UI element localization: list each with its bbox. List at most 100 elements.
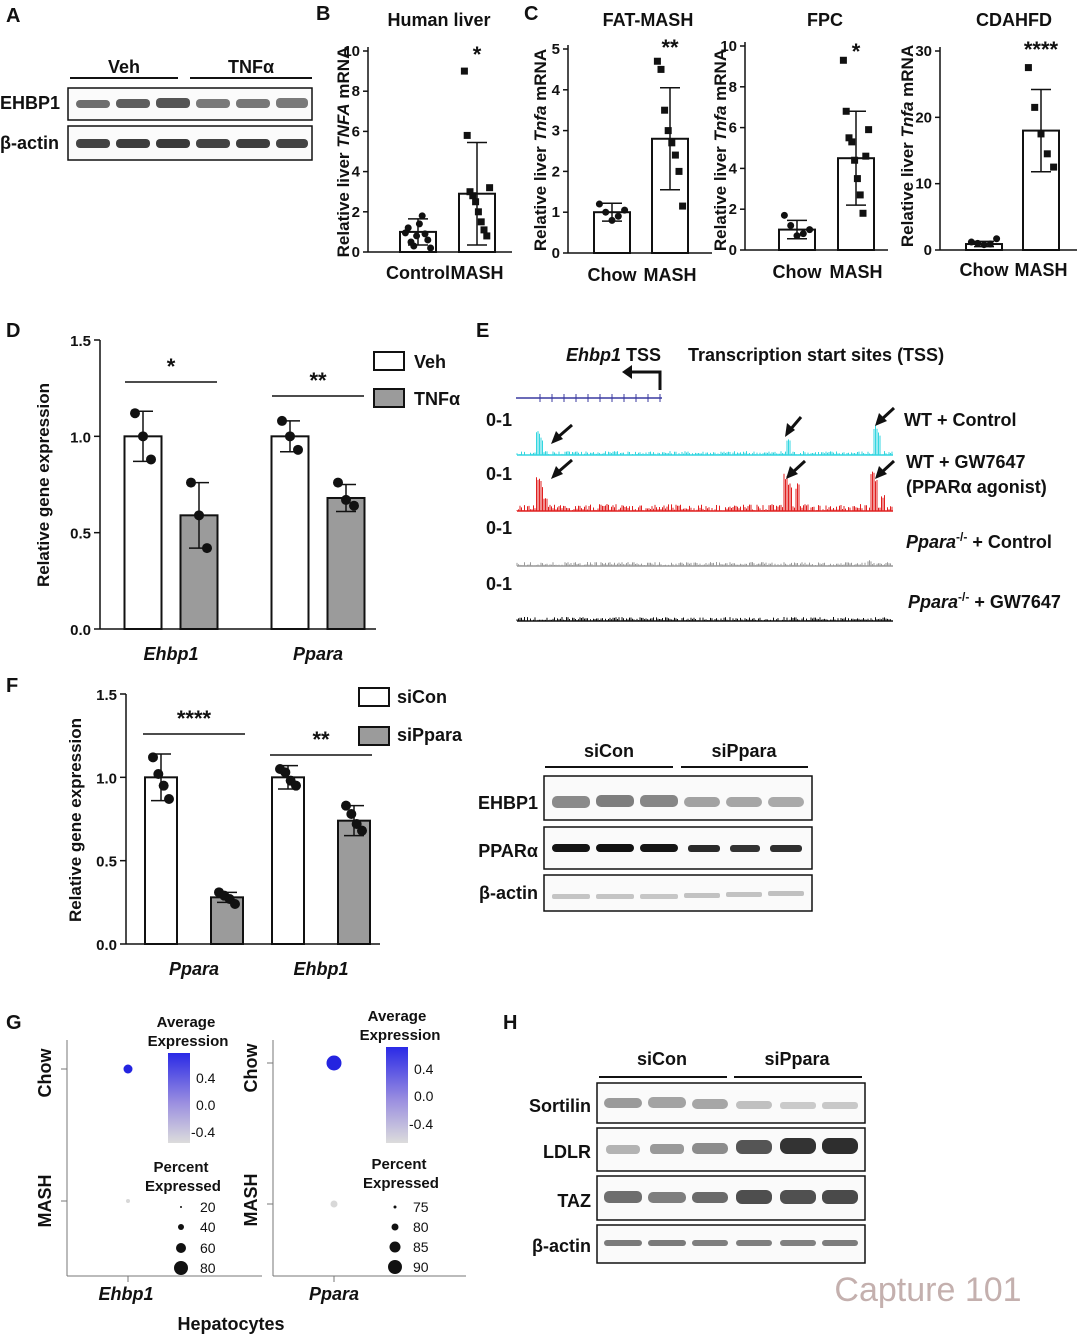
tss-arrow-icon xyxy=(628,370,662,390)
blot-f-bands xyxy=(552,795,804,899)
track-3-label: Ppara-/- + Control xyxy=(906,530,1052,552)
legend-f-sippara-swatch xyxy=(358,726,390,746)
avg-title-right-1: Average xyxy=(368,1008,427,1025)
data-point xyxy=(993,235,1001,243)
data-point xyxy=(657,65,665,73)
dot-left-gene: Ehbp1 xyxy=(98,1284,153,1304)
category-label: MASH xyxy=(451,263,504,283)
significance-label: * xyxy=(167,354,176,379)
colorbar-left-tick-3: -0.4 xyxy=(191,1124,215,1140)
gene-model xyxy=(516,365,662,402)
data-point xyxy=(671,151,679,159)
blot-h-group-sippara: siPpara xyxy=(764,1049,830,1069)
size-key-right-lbl-3: 85 xyxy=(413,1239,429,1255)
pct-title-left-2: Expressed xyxy=(145,1178,221,1195)
y-tick-label: 5 xyxy=(552,41,560,58)
y-tick-label: 0.5 xyxy=(70,526,91,543)
data-point xyxy=(341,494,351,505)
panel-c: C FAT-MASH FPC CDAHFD Relative liver Tnf… xyxy=(524,3,1077,285)
y-tick-label: 8 xyxy=(352,83,360,100)
track-2-range: 0-1 xyxy=(486,464,512,484)
data-point xyxy=(460,67,468,75)
y-tick-label: 1.0 xyxy=(96,770,117,787)
size-key-right-lbl-2: 80 xyxy=(413,1219,429,1235)
chart-c3-plot: 0 10 20 30 Chow MASH **** xyxy=(915,37,1077,280)
data-point xyxy=(472,198,480,206)
data-point xyxy=(153,769,164,779)
data-point xyxy=(862,152,870,160)
significance-label: ** xyxy=(309,368,327,393)
size-key-left-4 xyxy=(174,1261,188,1275)
bar xyxy=(144,776,178,945)
coverage-signal xyxy=(516,560,893,566)
chart-f-plot: 0.0 0.5 1.0 1.5 Ppara **** Ehbp1 ** xyxy=(96,687,380,979)
data-point xyxy=(1050,163,1058,171)
category-label: Ehbp1 xyxy=(293,959,348,979)
data-point xyxy=(480,226,488,234)
panel-b: B Human liver Relative liver TNFA mRNA 0… xyxy=(316,3,512,283)
data-point xyxy=(608,216,616,224)
chart-c2-plot: 0 2 4 6 8 10 Chow MASH * xyxy=(720,38,888,282)
data-point xyxy=(351,819,362,829)
data-point xyxy=(413,232,421,240)
chart-c3-title: CDAHFD xyxy=(976,10,1052,30)
track-wt-gw7647 xyxy=(516,471,893,512)
size-key-right-3 xyxy=(389,1241,401,1253)
category-label: Ehbp1 xyxy=(143,644,198,664)
y-tick-label: 0 xyxy=(729,242,737,259)
y-tick-label: 10 xyxy=(343,43,360,60)
data-point xyxy=(333,477,343,488)
panel-b-label: B xyxy=(316,3,330,25)
legend-d-tnf-swatch xyxy=(373,388,405,408)
y-tick-label: 1.5 xyxy=(96,687,117,704)
dot-left-row-mash: MASH xyxy=(35,1175,55,1228)
data-point xyxy=(202,543,212,554)
data-point xyxy=(474,208,482,216)
data-point xyxy=(424,236,432,244)
size-key-left-1 xyxy=(180,1206,182,1208)
chart-c2-ylabel: Relative liver Tnfa mRNA xyxy=(711,49,730,251)
data-point xyxy=(486,184,494,192)
size-key-left-3 xyxy=(176,1243,186,1253)
panel-d-label: D xyxy=(6,320,20,342)
data-point xyxy=(421,230,429,238)
size-key-left-lbl-1: 20 xyxy=(200,1199,216,1215)
dot-ehbp1-chow xyxy=(123,1064,133,1074)
track-2-label: WT + GW7647 xyxy=(906,452,1026,472)
coverage-signal xyxy=(516,425,893,455)
data-point xyxy=(357,825,367,836)
panel-f-label: F xyxy=(6,675,18,697)
data-point xyxy=(845,134,853,142)
coverage-signal xyxy=(516,471,893,511)
y-tick-label: 4 xyxy=(552,82,561,99)
legend-d-veh: Veh xyxy=(414,352,446,372)
y-tick-label: 0 xyxy=(924,242,932,259)
dot-plot-xlabel: Hepatocytes xyxy=(177,1314,284,1334)
watermark: Capture 101 xyxy=(834,1271,1021,1309)
tss-gene-label: Ehbp1 TSS xyxy=(566,345,661,365)
legend-f-sippara: siPpara xyxy=(397,725,463,745)
size-key-right-4 xyxy=(388,1260,402,1274)
arrow-icon xyxy=(785,416,803,437)
data-point xyxy=(148,752,158,763)
category-label: Ppara xyxy=(293,644,343,664)
data-point xyxy=(980,241,988,249)
data-point xyxy=(664,127,672,135)
track-ko-gw7647 xyxy=(516,617,893,622)
y-tick-label: 1.0 xyxy=(70,429,91,446)
blot-h-bands xyxy=(604,1097,858,1246)
data-point xyxy=(793,232,801,240)
data-point xyxy=(230,899,240,909)
data-point xyxy=(186,477,196,488)
data-point xyxy=(675,167,683,175)
data-point xyxy=(851,156,859,164)
category-label: Chow xyxy=(588,265,638,285)
data-point xyxy=(967,238,975,246)
colorbar-left xyxy=(168,1053,190,1143)
category-label: Ppara xyxy=(169,959,219,979)
dot-right-gene: Ppara xyxy=(309,1284,359,1304)
data-point xyxy=(780,211,788,219)
data-point xyxy=(404,224,412,232)
data-point xyxy=(653,57,661,65)
data-point xyxy=(806,226,814,234)
